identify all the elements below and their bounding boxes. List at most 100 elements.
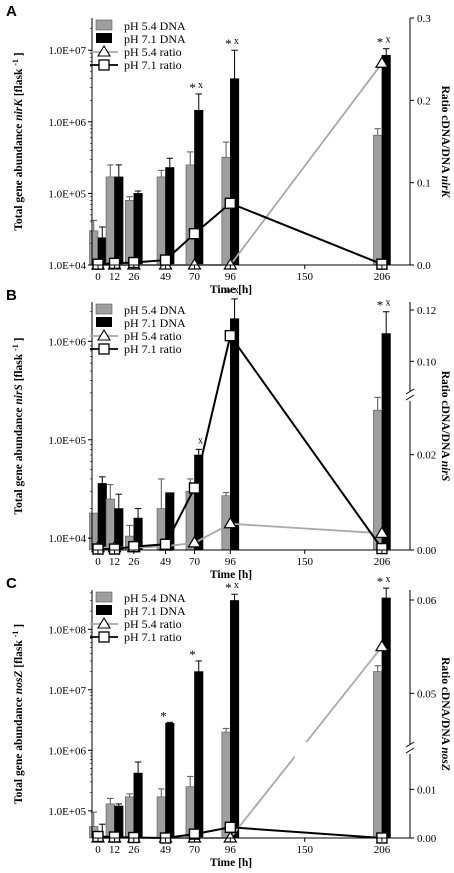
legend-swatch-ph71-ratio-marker xyxy=(98,343,110,355)
legend-label-A-2: pH 5.4 ratio xyxy=(124,45,182,59)
y-tick-label-B-0: 1.0E+04 xyxy=(48,533,86,545)
legend-swatch-ph54-ratio-marker xyxy=(97,44,111,57)
y-tick-label-C-1: 1.0E+06 xyxy=(48,745,86,757)
legend-label-C-3: pH 7.1 ratio xyxy=(124,630,182,644)
marker-ph71-A-49 xyxy=(159,254,172,266)
annotation-star-C-49: * xyxy=(160,708,167,723)
y2-tick-label-B-2: 0.10 xyxy=(417,356,437,368)
annotation-x-B-206: x xyxy=(385,298,390,309)
y2-tick-label-A-0: 0.0 xyxy=(417,260,431,272)
x-tick-label-B-70: 70 xyxy=(189,556,201,568)
y2-axis-title-part: nirS xyxy=(439,461,451,481)
marker-ph54-B-206 xyxy=(374,526,390,538)
axis-break-gap-B xyxy=(408,391,414,401)
y2-tick-label-C-1: 0.01 xyxy=(417,784,436,796)
annotation-star-C-206: * xyxy=(377,574,384,589)
bar-ph71-A-96 xyxy=(230,78,240,266)
legend-swatch-ph71-dna xyxy=(96,317,112,327)
y-tick-label-C-3: 1.0E+08 xyxy=(48,624,86,636)
x-tick-label-A-206: 206 xyxy=(374,271,391,283)
annotation-star-A-70: * xyxy=(189,80,196,95)
line-break-gap-C xyxy=(294,742,313,758)
bar-ph71-B-206 xyxy=(381,333,391,551)
annotation-x-A-206: x xyxy=(385,35,390,46)
bar-ph71-B-96 xyxy=(230,318,240,551)
bar-ph71-C-96 xyxy=(230,600,240,839)
bar-ph54-A-26 xyxy=(125,200,135,266)
marker-ph71-A-96 xyxy=(224,197,237,209)
x-tick-label-B-96: 96 xyxy=(225,556,237,568)
bar-ph54-A-70 xyxy=(185,164,195,266)
y-axis-title-part: Total gene abundance xyxy=(13,121,25,231)
x-tick-label-B-0: 0 xyxy=(95,556,101,568)
marker-ph71-B-96 xyxy=(224,329,237,342)
legend-swatch-ph71-ratio-marker xyxy=(98,59,110,71)
axis-break-gap-C xyxy=(408,744,414,754)
y2-tick-label-A-3: 0.3 xyxy=(417,13,431,25)
y-axis-title-part: nirS xyxy=(13,384,25,404)
bar-ph54-C-49 xyxy=(156,796,166,839)
y2-tick-label-B-3: 0.12 xyxy=(417,305,436,317)
y2-axis-title-A: Ratio cDNA/DNA nirK xyxy=(439,86,451,199)
bar-ph71-A-26 xyxy=(133,193,143,266)
x-tick-label-A-96: 96 xyxy=(225,271,237,283)
annotation-x-A-70: x xyxy=(198,80,203,91)
annotation-x-C-96: x xyxy=(234,580,239,591)
legend-label-C-2: pH 5.4 ratio xyxy=(124,617,182,631)
y2-axis-title-B: Ratio cDNA/DNA nirS xyxy=(439,371,451,482)
legend-swatch-ph71-ratio-marker xyxy=(98,631,110,643)
annotation-star-B-206: * xyxy=(377,298,384,313)
panel-letter-B: B xyxy=(6,287,17,304)
annotation-star-A-206: * xyxy=(377,35,384,50)
y-axis-title-part: nosZ xyxy=(13,671,25,695)
y-axis-title-part: [flask xyxy=(13,351,25,384)
marker-ph71-C-96 xyxy=(224,821,237,833)
y-axis-title-part: Total gene abundance xyxy=(13,694,25,804)
x-tick-label-C-12: 12 xyxy=(109,844,120,856)
bar-ph71-C-26 xyxy=(133,772,143,839)
x-tick-label-B-12: 12 xyxy=(109,556,120,568)
y-tick-label-A-3: 1.0E+07 xyxy=(48,45,86,57)
x-axis-title-C: Time [h] xyxy=(210,857,252,869)
x-axis-title-B: Time [h] xyxy=(210,569,252,581)
x-tick-label-C-49: 49 xyxy=(160,844,172,856)
y-tick-label-C-0: 1.0E+05 xyxy=(48,806,86,818)
x-tick-label-B-49: 49 xyxy=(160,556,172,568)
x-tick-label-C-26: 26 xyxy=(128,844,140,856)
y2-axis-title-part: nosZ xyxy=(439,747,451,771)
y-tick-label-C-2: 1.0E+07 xyxy=(48,685,86,697)
y2-tick-label-B-0: 0.00 xyxy=(417,545,437,557)
y-tick-label-B-1: 1.0E+05 xyxy=(48,435,86,447)
legend-label-B-2: pH 5.4 ratio xyxy=(124,329,182,343)
marker-ph71-A-0 xyxy=(92,258,104,270)
y2-tick-label-C-3: 0.06 xyxy=(417,595,437,607)
y2-tick-label-B-1: 0.02 xyxy=(417,450,436,462)
y-axis-title-part: -1 xyxy=(11,59,20,66)
y-axis-title-part: -1 xyxy=(11,344,20,351)
annotation-x-B-70: x xyxy=(198,435,203,446)
y2-axis-title-part: nirK xyxy=(439,176,451,199)
legend-label-B-1: pH 7.1 DNA xyxy=(124,316,186,330)
legend-swatch-ph54-ratio-marker xyxy=(97,616,111,629)
marker-ph71-C-12 xyxy=(108,831,121,843)
x-tick-label-B-26: 26 xyxy=(128,556,140,568)
legend-swatch-ph54-dna xyxy=(95,591,113,603)
y-tick-label-B-2: 1.0E+06 xyxy=(48,336,86,348)
x-tick-label-C-96: 96 xyxy=(225,844,237,856)
x-tick-label-C-70: 70 xyxy=(189,844,201,856)
bar-ph54-A-49 xyxy=(156,176,166,266)
y-tick-label-A-2: 1.0E+06 xyxy=(48,117,86,129)
legend-label-C-1: pH 7.1 DNA xyxy=(124,604,186,618)
marker-ph71-A-70 xyxy=(188,228,201,240)
legend-swatch-ph54-ratio-marker xyxy=(97,328,111,341)
y-axis-title-B: Total gene abundance nirS [flask -1 ] xyxy=(11,338,25,515)
y-tick-label-A-0: 1.0E+04 xyxy=(48,260,86,272)
legend-label-A-3: pH 7.1 ratio xyxy=(124,58,182,72)
panel-letter-A: A xyxy=(6,3,17,20)
bar-ph71-A-12 xyxy=(114,176,124,266)
marker-ph71-B-12 xyxy=(108,543,121,555)
